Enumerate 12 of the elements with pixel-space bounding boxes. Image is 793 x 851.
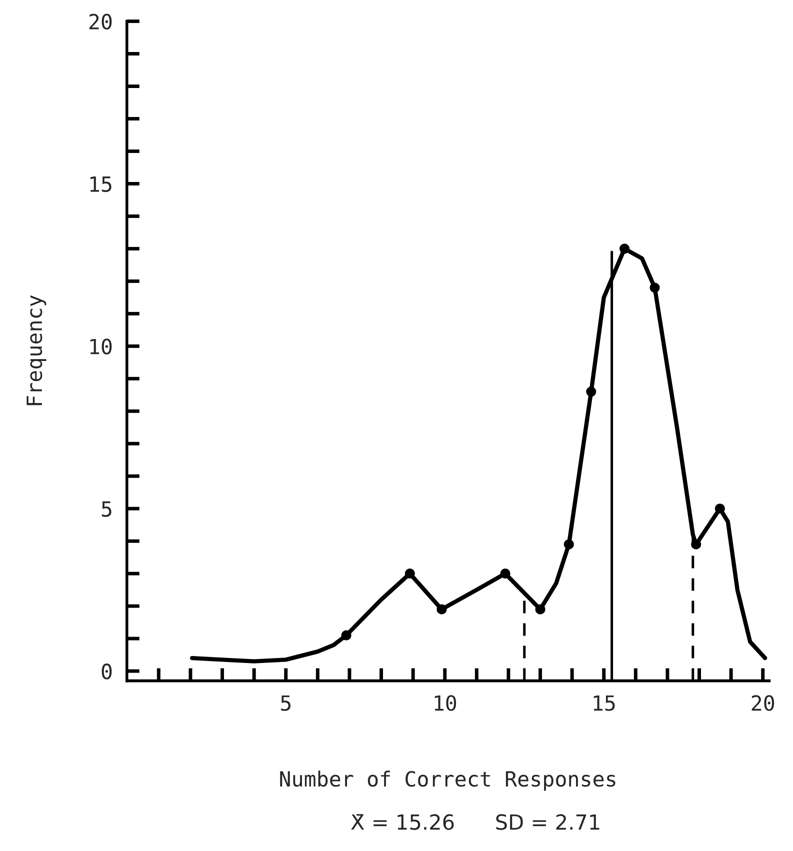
y-tick-label: 0	[102, 664, 112, 680]
y-tick-label: 5	[102, 501, 112, 517]
x-axis-title: Number of Correct Responses	[280, 770, 616, 791]
y-axis-title: Frequency	[26, 295, 46, 406]
y-tick-label: 15	[90, 176, 112, 192]
y-tick-label: 20	[89, 14, 112, 30]
x-tick-label: 5	[281, 695, 290, 711]
x-tick-label: 15	[594, 695, 615, 711]
x-tick-label: 20	[752, 695, 774, 711]
y-tick-label: 10	[90, 338, 112, 354]
text: X̄ = 15.26 SD = 2.71	[351, 814, 600, 830]
x-tick-label: 10	[434, 695, 456, 711]
